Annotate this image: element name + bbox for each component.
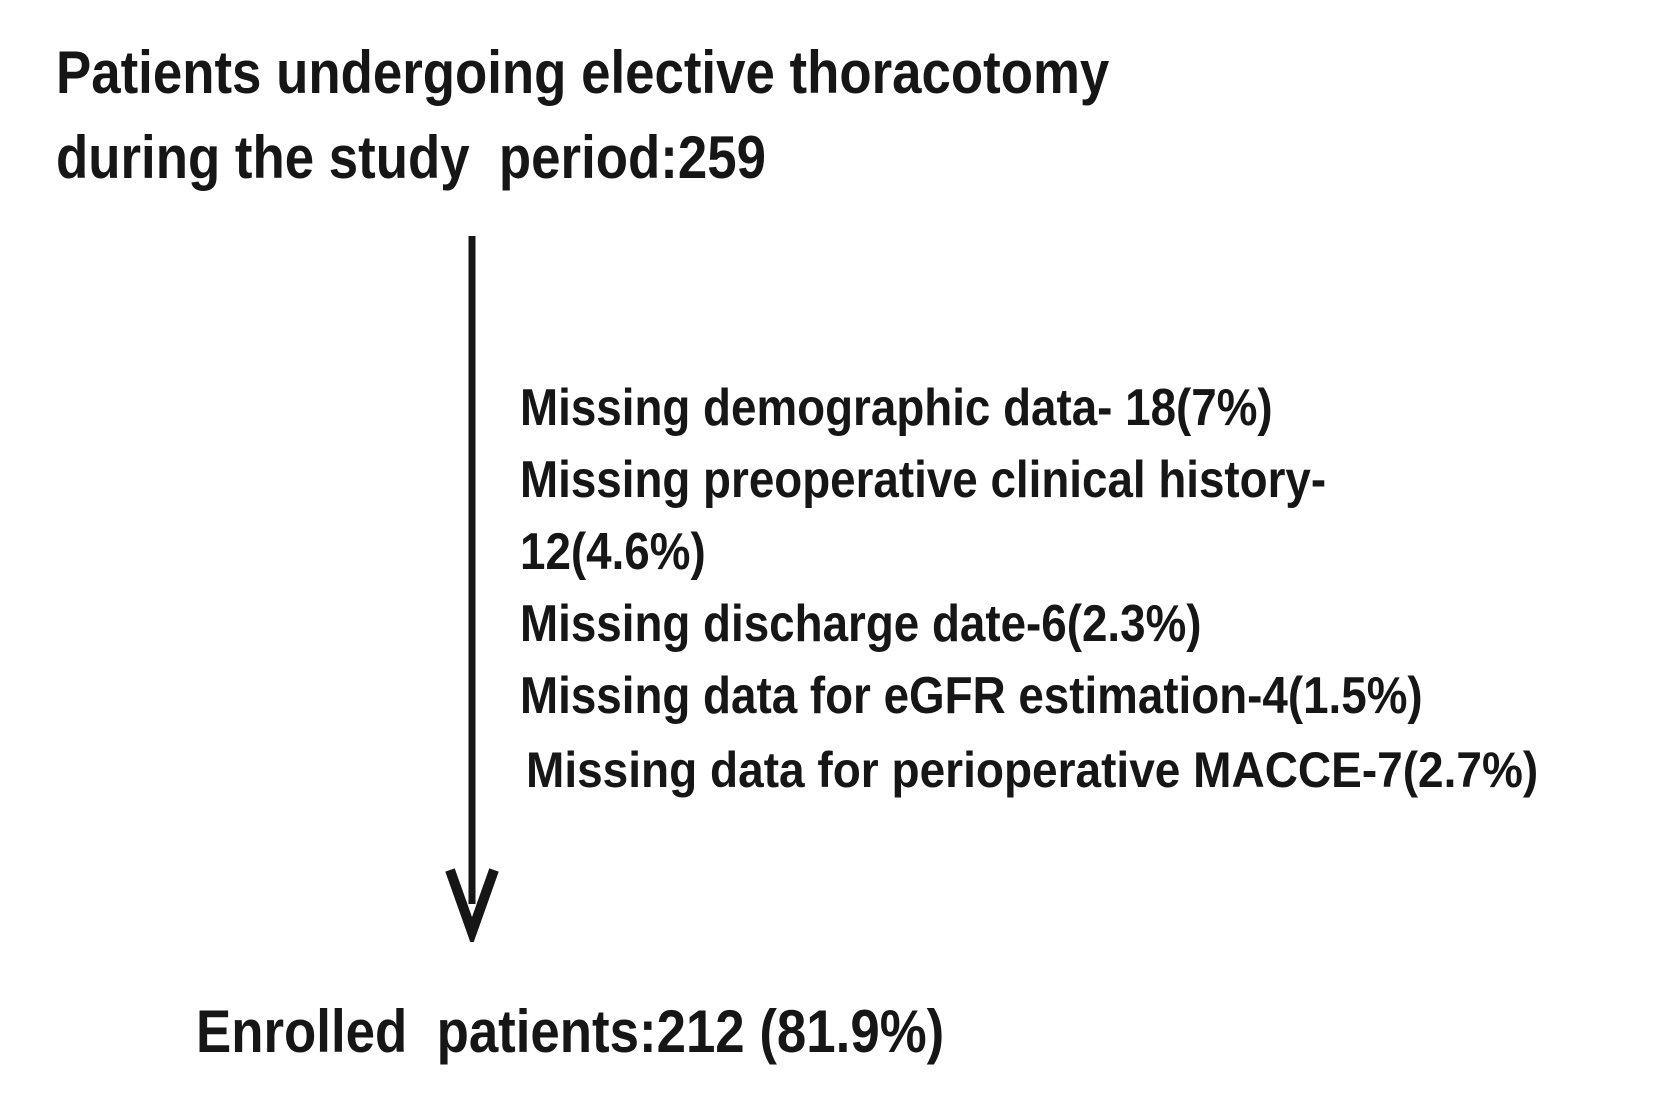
source-node-text: Patients undergoing elective thoracotomy… <box>56 30 1109 200</box>
exclusion-item: 12(4.6%) <box>520 523 706 581</box>
exclusion-item: Missing data for eGFR estimation-4(1.5%) <box>520 667 1423 725</box>
exclusion-item: Missing discharge date-6(2.3%) <box>520 595 1202 653</box>
exclusion-item: Missing preoperative clinical history- <box>520 451 1327 509</box>
exclusion-item-macce: Missing data for perioperative MACCE-7(2… <box>526 742 1539 798</box>
exclusion-list: Missing demographic data- 18(7%) Missing… <box>520 372 1626 808</box>
source-node-line-2: during the study period:259 <box>56 124 766 191</box>
exclusion-item: Missing demographic data- 18(7%) <box>520 379 1273 437</box>
result-node-text: Enrolled patients:212 (81.9%) <box>196 998 945 1065</box>
source-node-line-1: Patients undergoing elective thoracotomy <box>56 39 1110 106</box>
down-arrow-icon <box>445 236 499 942</box>
